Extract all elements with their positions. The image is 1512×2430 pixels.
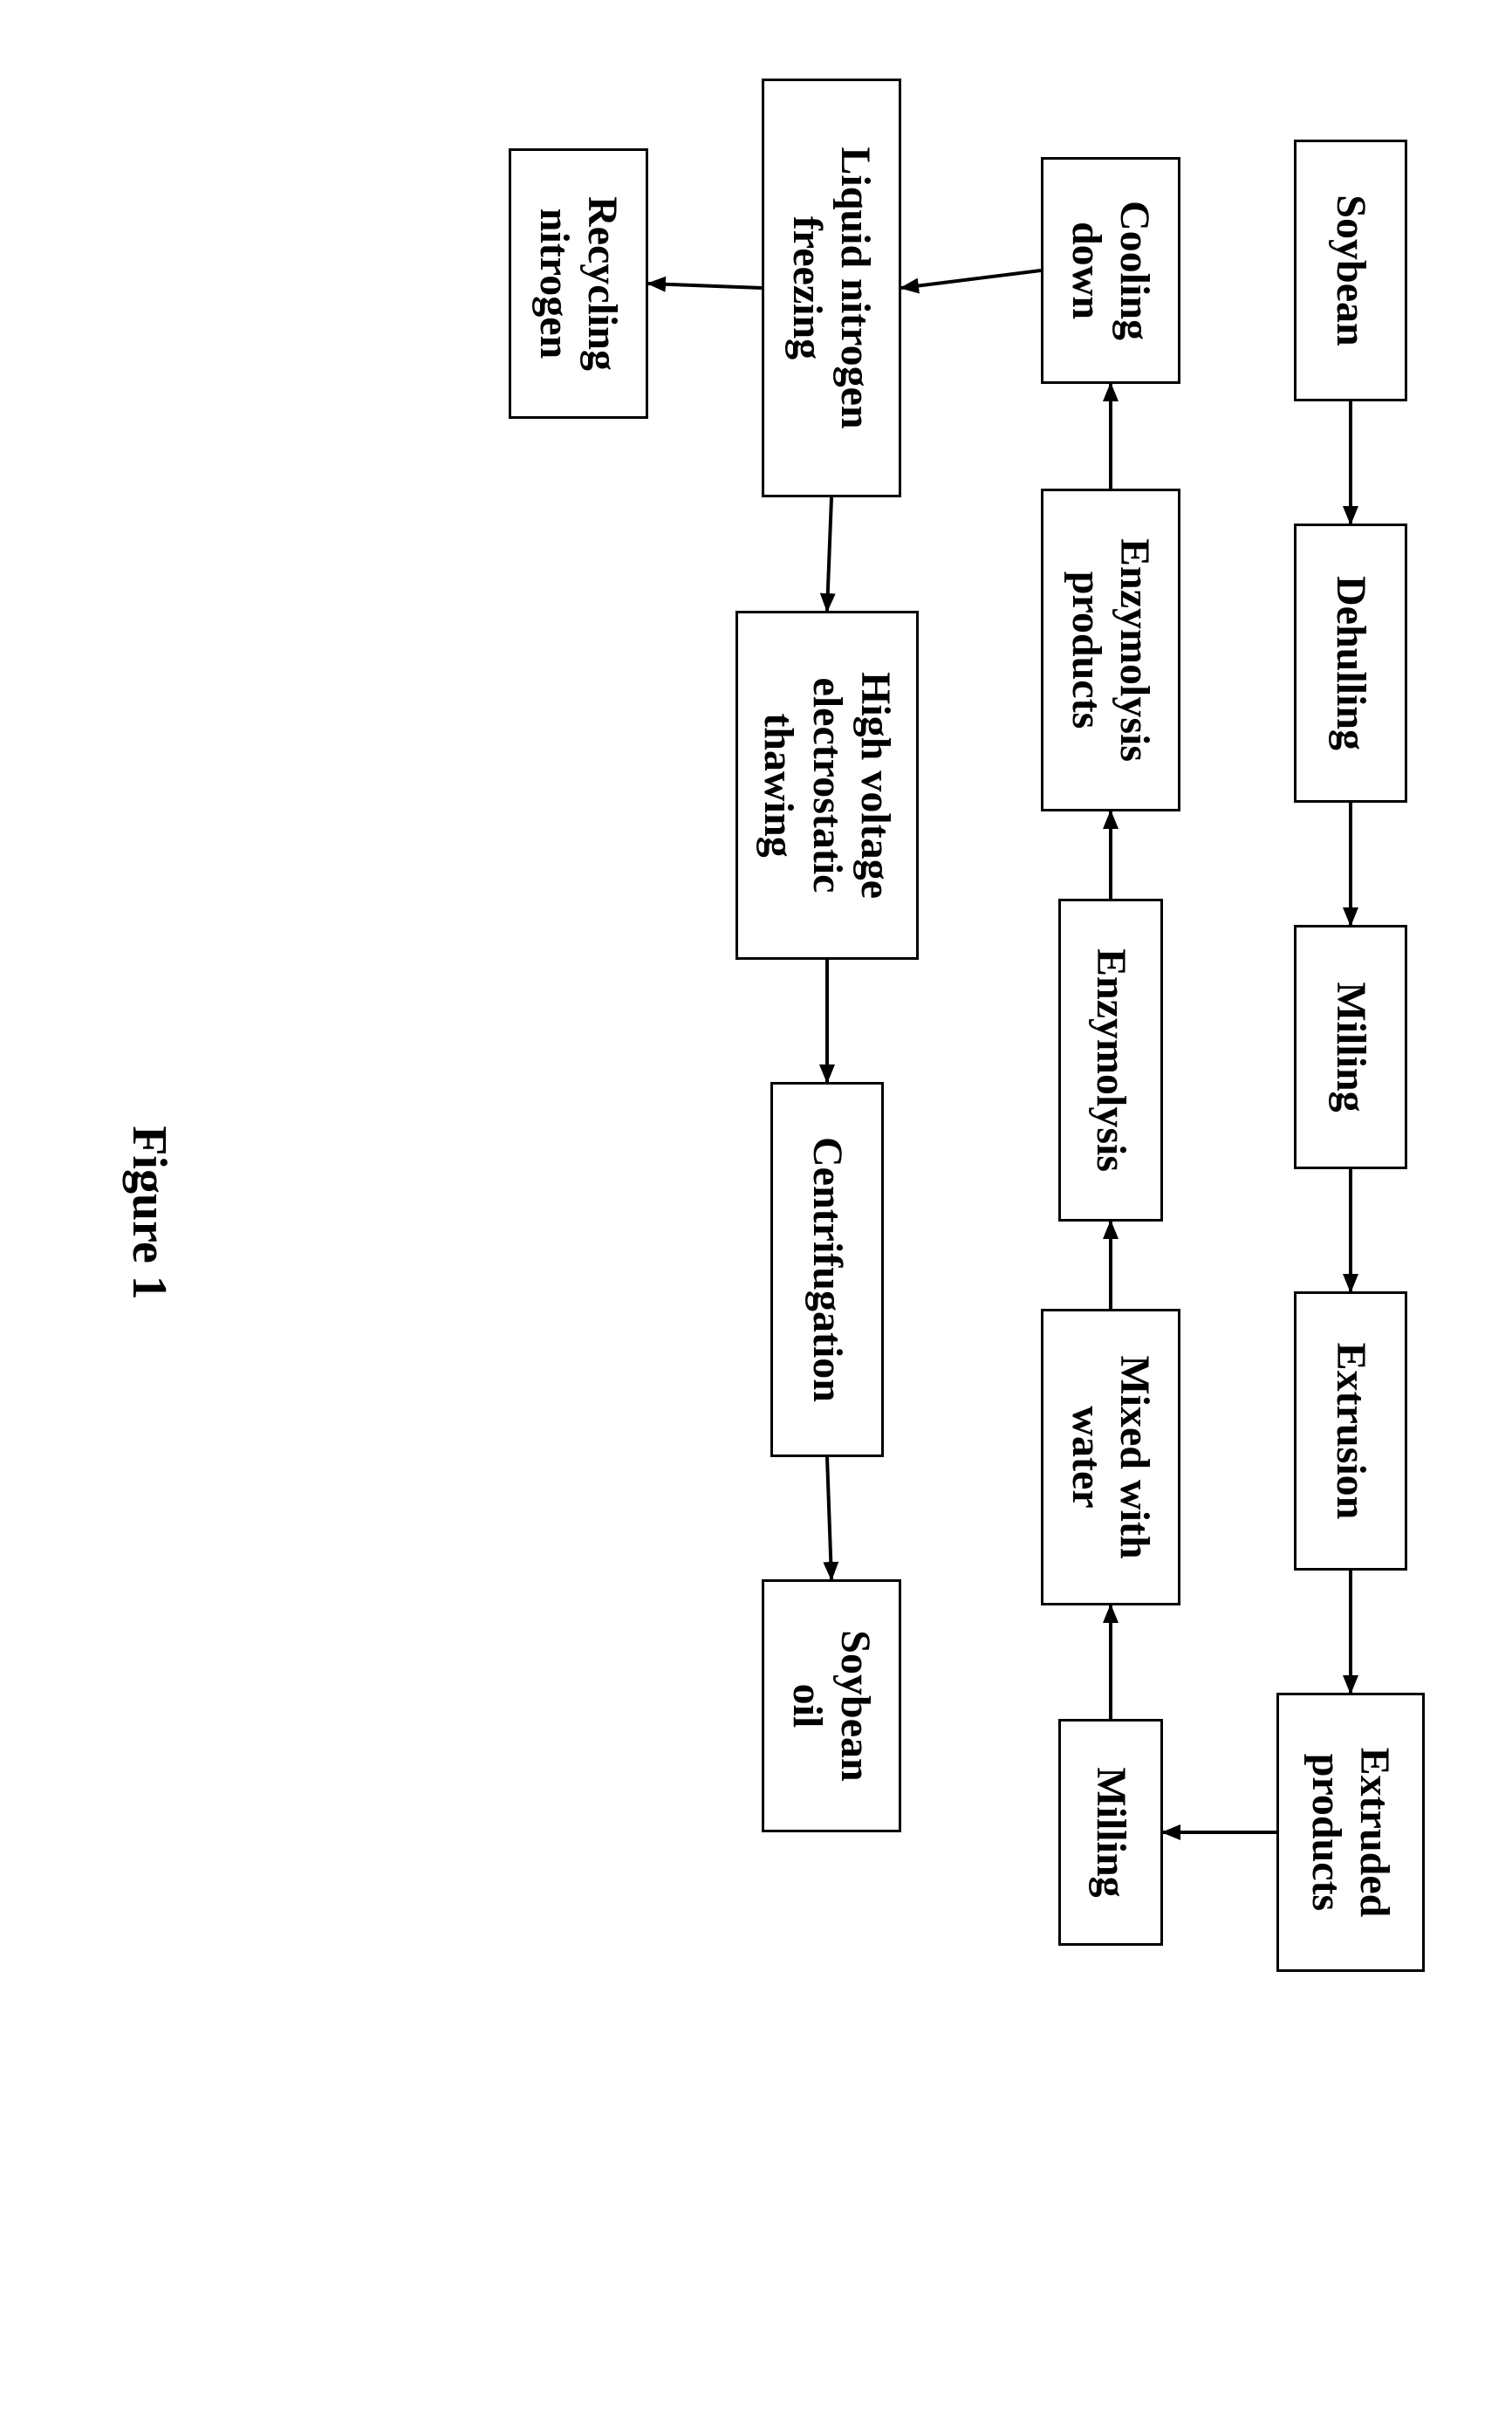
figure-caption: Figure 1 bbox=[107, 1082, 177, 1344]
node-recycling: Recycling nitrogen bbox=[509, 148, 648, 419]
node-extrusion: Extrusion bbox=[1294, 1291, 1407, 1571]
node-centrifugation: Centrifugation bbox=[770, 1082, 884, 1457]
node-label-milling2: Milling bbox=[1086, 1767, 1134, 1897]
node-milling1: Milling bbox=[1294, 925, 1407, 1169]
node-milling2: Milling bbox=[1058, 1719, 1163, 1946]
edges-layer bbox=[0, 0, 1512, 2430]
node-label-recycling: Recycling nitrogen bbox=[530, 196, 626, 371]
node-hvthaw: High voltage electrostatic thawing bbox=[735, 611, 919, 960]
node-cooling: Cooling down bbox=[1041, 157, 1180, 384]
node-label-extrusion: Extrusion bbox=[1326, 1343, 1374, 1520]
node-soybean: Soybean bbox=[1294, 140, 1407, 401]
node-label-centrifugation: Centrifugation bbox=[803, 1137, 851, 1402]
node-label-soyoil: Soybean oil bbox=[783, 1630, 879, 1781]
node-label-milling1: Milling bbox=[1326, 982, 1374, 1112]
edge-cooling-to-ln2freeze bbox=[901, 270, 1041, 288]
node-label-hvthaw: High voltage electrostatic thawing bbox=[755, 672, 900, 899]
node-label-extruded: Extruded products bbox=[1303, 1748, 1399, 1918]
node-mixedwater: Mixed with water bbox=[1041, 1309, 1180, 1605]
edge-ln2freeze-to-recycling bbox=[648, 284, 762, 288]
node-enzproducts: Enzymolysis products bbox=[1041, 489, 1180, 811]
node-extruded: Extruded products bbox=[1276, 1693, 1425, 1972]
node-label-ln2freeze: Liquid nitrogen freezing bbox=[783, 147, 879, 428]
edge-ln2freeze-to-hvthaw bbox=[827, 497, 831, 611]
edge-centrifugation-to-soyoil bbox=[827, 1457, 831, 1579]
node-ln2freeze: Liquid nitrogen freezing bbox=[762, 79, 901, 497]
node-label-mixedwater: Mixed with water bbox=[1063, 1355, 1159, 1558]
node-dehulling: Dehulling bbox=[1294, 524, 1407, 803]
node-label-enzproducts: Enzymolysis products bbox=[1063, 538, 1159, 762]
node-soyoil: Soybean oil bbox=[762, 1579, 901, 1832]
node-label-soybean: Soybean bbox=[1326, 195, 1374, 346]
node-label-enzymolysis: Enzymolysis bbox=[1086, 948, 1134, 1172]
node-label-cooling: Cooling down bbox=[1063, 201, 1159, 340]
node-enzymolysis: Enzymolysis bbox=[1058, 899, 1163, 1222]
flowchart-stage: Soybean Dehulling Milling Extrusion Extruded… bbox=[0, 0, 1512, 2430]
node-label-dehulling: Dehulling bbox=[1326, 576, 1374, 750]
